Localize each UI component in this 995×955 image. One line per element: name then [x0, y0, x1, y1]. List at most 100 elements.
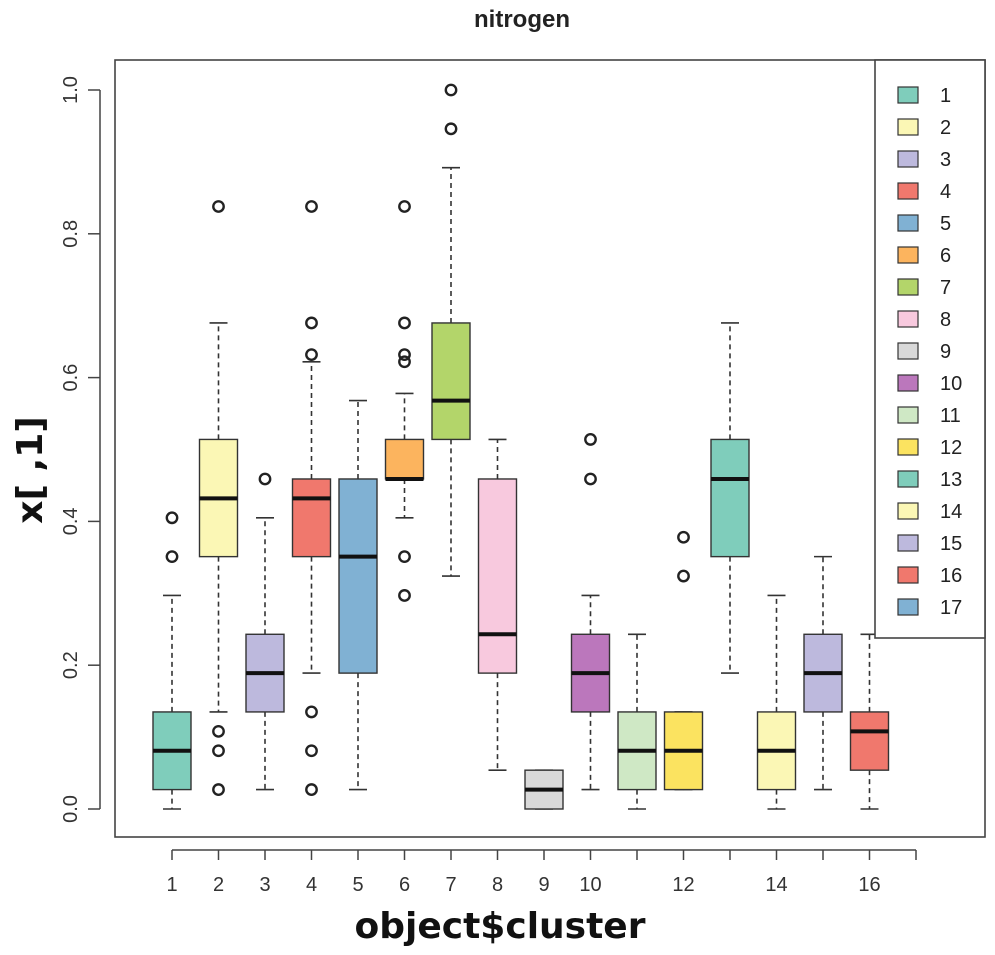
legend-box	[874, 59, 986, 639]
legend-swatch	[897, 598, 919, 616]
outlier-point	[305, 200, 318, 213]
outlier-point	[584, 433, 597, 446]
legend-swatch	[897, 182, 919, 200]
legend-swatch	[897, 470, 919, 488]
legend-swatch	[897, 406, 919, 424]
y-tick-label: 0.4	[60, 507, 82, 535]
legend-swatch	[897, 150, 919, 168]
legend-label: 9	[940, 341, 951, 363]
y-tick-label: 0.6	[60, 364, 82, 392]
y-axis: 0.0 0.2 0.4 0.6 0.8 1.0	[60, 76, 101, 823]
legend-swatch	[897, 566, 919, 584]
outlier-point	[305, 705, 318, 719]
box-cluster-6	[384, 200, 425, 602]
x-tick-label: 12	[672, 874, 694, 896]
x-tick-label: 5	[352, 874, 363, 896]
legend-swatch	[897, 278, 919, 296]
box-cluster-14	[756, 594, 797, 810]
legend-label: 11	[940, 405, 961, 427]
outlier-point	[305, 316, 318, 330]
box-cluster-1	[152, 511, 192, 810]
outlier-point	[584, 472, 597, 486]
x-tick-label: 7	[445, 874, 456, 896]
y-tick-label: 1.0	[60, 76, 82, 104]
legend-label: 1	[940, 85, 951, 107]
x-tick-label: 8	[492, 874, 503, 896]
outlier-point	[398, 200, 411, 213]
box-body	[384, 438, 425, 480]
x-tick-label: 16	[858, 874, 880, 896]
legend-label: 14	[940, 501, 962, 523]
legend-label: 17	[940, 597, 962, 619]
box-cluster-9	[524, 769, 564, 810]
legend-swatch	[897, 246, 919, 264]
y-tick-label: 0.2	[60, 651, 82, 679]
legend-label: 5	[940, 213, 951, 235]
legend-swatch	[897, 86, 919, 104]
x-axis: 1 2 3 4 5 6 7 8 9 10 12 14 16	[166, 849, 917, 896]
box-cluster-12	[663, 530, 704, 791]
outlier-point	[398, 316, 411, 330]
legend-swatch	[897, 534, 919, 552]
outlier-point	[212, 200, 225, 213]
box-cluster-16	[849, 633, 890, 810]
legend-label: 6	[940, 245, 951, 267]
legend-swatch	[897, 214, 919, 232]
x-tick-label: 14	[765, 874, 787, 896]
outlier-point	[677, 569, 690, 583]
legend-swatch	[897, 438, 919, 456]
y-tick-label: 0.8	[60, 220, 82, 248]
legend-label: 10	[940, 373, 962, 395]
x-tick-label: 3	[259, 874, 270, 896]
box-cluster-8	[477, 438, 518, 771]
box-cluster-2	[198, 200, 239, 796]
x-tick-label: 4	[306, 874, 317, 896]
x-tick-label: 10	[579, 874, 601, 896]
box-body	[849, 711, 890, 771]
legend-swatch	[897, 118, 919, 136]
box-cluster-5	[338, 399, 378, 791]
outlier-point	[444, 122, 458, 136]
legend-swatch	[897, 342, 919, 360]
y-axis-title: x[ ,1]	[10, 416, 51, 523]
y-tick-label: 0.0	[60, 795, 82, 823]
legend-label: 8	[940, 309, 951, 331]
legend-label: 13	[940, 469, 962, 491]
outlier-point	[398, 550, 411, 564]
box-cluster-4	[291, 200, 332, 796]
x-tick-label: 6	[399, 874, 410, 896]
outlier-point	[212, 744, 225, 758]
box-cluster-15	[803, 555, 843, 791]
x-tick-label: 1	[166, 874, 177, 896]
box-body	[338, 478, 378, 674]
box-body	[431, 322, 471, 441]
box-cluster-10	[570, 433, 611, 791]
chart-title: nitrogen	[474, 6, 570, 33]
outlier-point	[398, 355, 411, 369]
box-cluster-11	[617, 633, 657, 810]
outlier-point	[212, 724, 225, 738]
x-tick-label: 2	[213, 874, 224, 896]
outlier-point	[258, 472, 272, 486]
outlier-point	[398, 589, 411, 602]
legend-label: 2	[940, 117, 951, 139]
x-tick-label: 9	[538, 874, 549, 896]
legend-label: 12	[940, 437, 962, 459]
box-cluster-3	[245, 472, 285, 791]
legend-label: 15	[940, 533, 962, 555]
box-cluster-7	[431, 83, 471, 577]
outlier-point	[212, 783, 225, 796]
box-body	[710, 438, 750, 558]
legend-label: 7	[940, 277, 951, 299]
legend-swatch	[897, 502, 919, 520]
outlier-point	[398, 348, 411, 361]
box-body	[477, 478, 518, 674]
outlier-point	[305, 348, 318, 361]
legend-swatch	[897, 310, 919, 328]
box-series	[152, 83, 890, 810]
outlier-point	[165, 511, 179, 525]
outlier-point	[677, 530, 690, 544]
